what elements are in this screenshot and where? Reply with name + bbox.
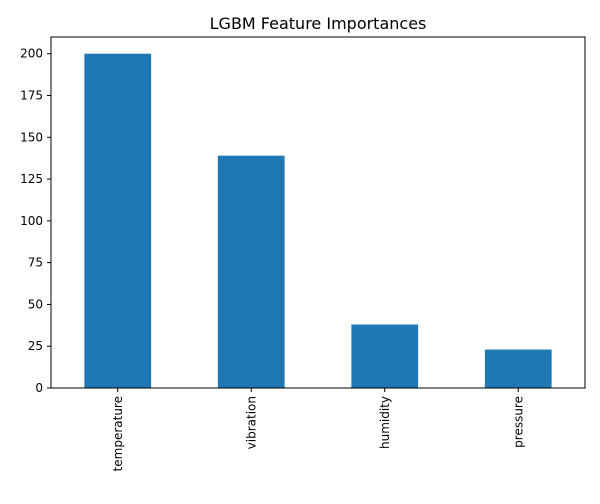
y-tick-label: 200 [20,47,43,61]
y-tick-label: 50 [28,297,43,311]
y-tick-label: 75 [28,256,43,270]
plot-frame [50,36,586,389]
bar-pressure [484,349,552,388]
x-axis: temperature vibration humidity pressure [111,388,525,471]
y-tick-label: 0 [35,381,43,395]
x-tick-label: vibration [244,396,258,449]
x-tick-label: temperature [111,396,125,471]
x-tick-label: humidity [378,396,392,449]
y-tick-label: 100 [20,214,43,228]
y-tick-label: 175 [20,89,43,103]
chart-title: LGBM Feature Importances [210,14,427,33]
bar-series [84,53,552,388]
y-tick-label: 125 [20,172,43,186]
y-tick-label: 25 [28,339,43,353]
x-tick-label: pressure [511,396,525,448]
y-axis: 0 25 50 75 100 125 150 175 200 [20,47,51,395]
bar-temperature [84,53,152,388]
bar-humidity [351,324,419,388]
bar-vibration [217,155,285,388]
y-tick-label: 150 [20,130,43,144]
